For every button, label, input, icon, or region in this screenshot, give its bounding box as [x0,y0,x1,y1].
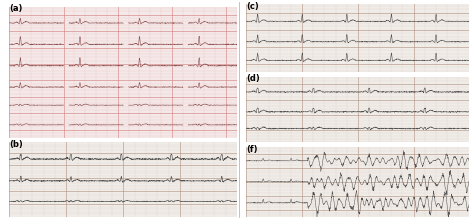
Text: (d): (d) [246,74,260,83]
Text: (a): (a) [9,4,23,13]
Text: (b): (b) [9,140,23,149]
Text: (c): (c) [246,2,259,11]
Text: (f): (f) [246,145,258,154]
